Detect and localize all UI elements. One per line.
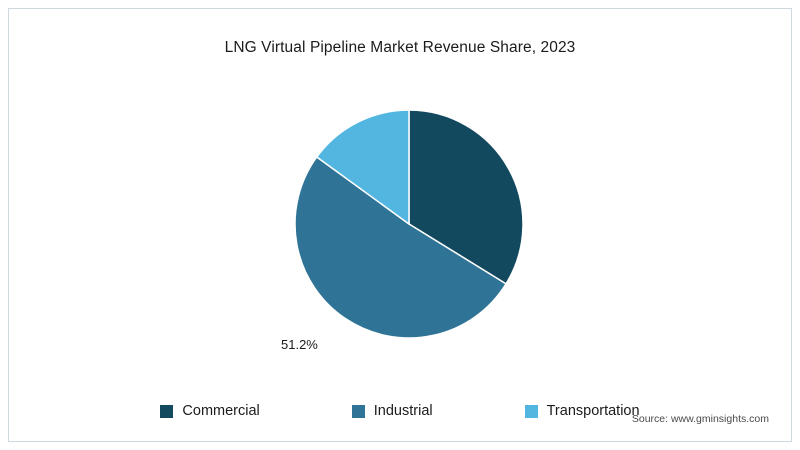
pie-slices xyxy=(294,109,524,339)
pie-chart-svg xyxy=(294,109,524,339)
chart-legend: Commercial Industrial Transportation xyxy=(9,403,791,419)
legend-item-label: Industrial xyxy=(373,403,433,419)
legend-item-industrial[interactable]: Industrial xyxy=(351,403,433,419)
pie-chart xyxy=(294,109,524,339)
pie-slice-value-label: 51.2% xyxy=(281,337,318,352)
chart-title: LNG Virtual Pipeline Market Revenue Shar… xyxy=(224,39,576,56)
pie-slice-transportation[interactable] xyxy=(315,109,410,226)
pie-slice-industrial[interactable] xyxy=(294,155,508,339)
legend-swatch-icon xyxy=(351,404,365,418)
legend-item-label: Transportation xyxy=(546,403,640,419)
legend-swatch-icon xyxy=(524,404,538,418)
legend-item-transportation[interactable]: Transportation xyxy=(524,403,640,419)
legend-item-label: Commercial xyxy=(182,403,260,419)
source-attribution: Source: www.gminsights.com xyxy=(631,413,769,425)
legend-item-commercial[interactable]: Commercial xyxy=(160,403,260,419)
chart-frame: LNG Virtual Pipeline Market Revenue Shar… xyxy=(8,8,792,442)
legend-swatch-icon xyxy=(160,404,174,418)
pie-slice-commercial[interactable] xyxy=(408,109,524,285)
